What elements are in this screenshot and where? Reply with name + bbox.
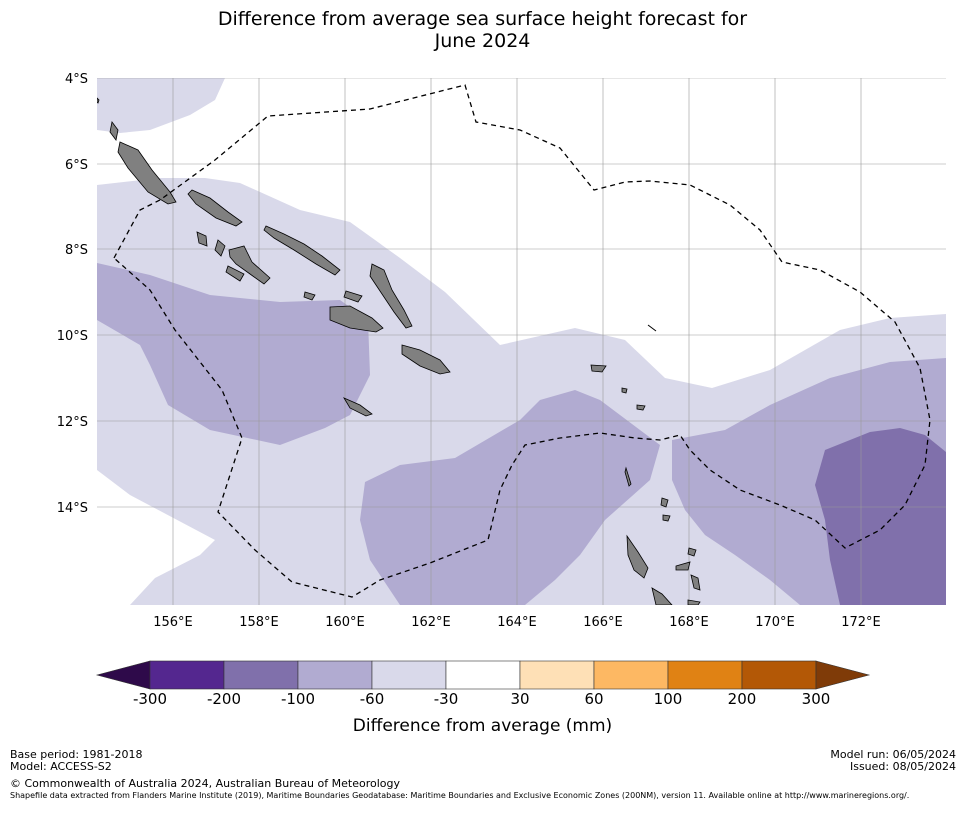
- base-period: Base period: 1981-2018: [10, 748, 143, 761]
- map-title: Difference from average sea surface heig…: [0, 8, 965, 52]
- lon-label: 166°E: [583, 615, 623, 630]
- colorbar-tick-label: -30: [433, 690, 459, 708]
- colorbar-swatch: [593, 660, 669, 690]
- model-run-date: Model run: 06/05/2024: [830, 748, 956, 761]
- lon-axis: 156°E 158°E 160°E 162°E 164°E 166°E 168°…: [153, 615, 881, 630]
- map-title-line2: June 2024: [434, 30, 531, 52]
- land-islands: [97, 97, 701, 605]
- boundary-fragment: [647, 324, 657, 332]
- colorbar-swatch: [741, 660, 817, 690]
- lon-label: 156°E: [153, 615, 193, 630]
- colorbar-swatch: [519, 660, 595, 690]
- lon-label: 172°E: [841, 615, 881, 630]
- colorbar-tick-label: -100: [280, 690, 316, 708]
- map-title-line1: Difference from average sea surface heig…: [217, 8, 748, 30]
- lat-label: 8°S: [65, 243, 88, 258]
- colorbar-low-extension: [95, 660, 151, 690]
- colorbar: [95, 660, 871, 690]
- issued-date: Issued: 08/05/2024: [849, 760, 956, 773]
- lon-label: 164°E: [497, 615, 537, 630]
- eez-boundary: [113, 84, 931, 598]
- lat-label: 10°S: [57, 329, 88, 344]
- lat-label: 6°S: [65, 158, 88, 173]
- map-area: [97, 78, 946, 605]
- shapefile-note: Shapefile data extracted from Flanders M…: [10, 791, 910, 800]
- lat-label: 14°S: [57, 501, 88, 516]
- colorbar-tick-label: 100: [653, 690, 683, 708]
- lat-axis: 4°S 6°S 8°S 10°S 12°S 14°S: [57, 72, 88, 516]
- lat-label: 4°S: [65, 72, 88, 87]
- copyright: © Commonwealth of Australia 2024, Austra…: [10, 777, 400, 790]
- colorbar-tick-label: -200: [206, 690, 242, 708]
- colorbar-tick-label: -60: [359, 690, 385, 708]
- colorbar-swatch: [371, 660, 447, 690]
- map-gridlines: [97, 78, 946, 605]
- lon-label: 170°E: [755, 615, 795, 630]
- lon-label: 168°E: [669, 615, 709, 630]
- colorbar-tick-label: 200: [727, 690, 757, 708]
- lon-label: 158°E: [239, 615, 279, 630]
- colorbar-title: Difference from average (mm): [352, 716, 613, 736]
- anomaly-dark-field: [815, 428, 946, 605]
- lon-label: 162°E: [411, 615, 451, 630]
- model-name: Model: ACCESS-S2: [10, 760, 112, 773]
- colorbar-swatch: [223, 660, 299, 690]
- lon-label: 160°E: [325, 615, 365, 630]
- colorbar-tick-label: 30: [510, 690, 530, 708]
- colorbar-tick-label: 60: [584, 690, 604, 708]
- colorbar-swatch: [297, 660, 373, 690]
- colorbar-tick-label: -300: [132, 690, 168, 708]
- colorbar-high-extension: [815, 660, 871, 690]
- colorbar-swatch: [445, 660, 521, 690]
- colorbar-swatch: [149, 660, 225, 690]
- colorbar-swatch: [667, 660, 743, 690]
- lat-label: 12°S: [57, 415, 88, 430]
- colorbar-tick-label: 300: [801, 690, 831, 708]
